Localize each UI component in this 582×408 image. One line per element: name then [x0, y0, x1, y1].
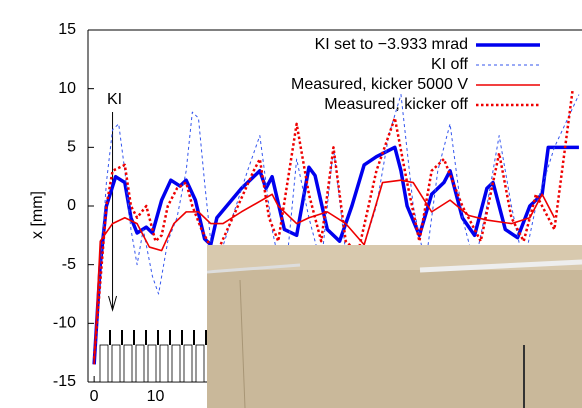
- series-line: [93, 179, 556, 365]
- y-tick-label: -10: [53, 315, 76, 332]
- lattice-element: [183, 344, 193, 383]
- lattice-element: [171, 344, 181, 383]
- photo-cable: [239, 279, 246, 408]
- photo-lamp: [206, 263, 301, 274]
- lattice-element: [123, 344, 133, 383]
- legend-label: Measured, kicker off: [324, 96, 468, 113]
- y-tick-label: -15: [53, 373, 76, 390]
- legend-label: KI set to −3.933 mrad: [315, 36, 468, 53]
- lattice-element: [159, 344, 169, 383]
- y-axis-label: x [mm]: [29, 191, 46, 239]
- y-tick-label: 5: [67, 139, 76, 156]
- y-tick-label: 15: [58, 21, 76, 38]
- lattice-element: [99, 344, 109, 383]
- y-tick-label: 0: [67, 197, 76, 214]
- annotation: KI: [107, 91, 122, 108]
- photo-lamp: [419, 259, 582, 273]
- lattice-element: [147, 344, 157, 383]
- x-tick-label: 0: [90, 388, 99, 405]
- lattice-element: [111, 344, 121, 383]
- lattice-element: [135, 344, 145, 383]
- series-line: [92, 88, 575, 359]
- lattice-element: [195, 344, 205, 383]
- annotation-arrowhead: [108, 295, 118, 312]
- y-tick-label: 10: [58, 80, 76, 97]
- series-line: [92, 145, 579, 365]
- legend-label: Measured, kicker 5000 V: [291, 76, 468, 93]
- photo-wall: [207, 245, 582, 408]
- x-tick-label: 10: [147, 388, 165, 405]
- photo-overlay: [206, 245, 582, 408]
- legend-label: KI off: [431, 56, 469, 73]
- y-tick-label: -5: [62, 256, 76, 273]
